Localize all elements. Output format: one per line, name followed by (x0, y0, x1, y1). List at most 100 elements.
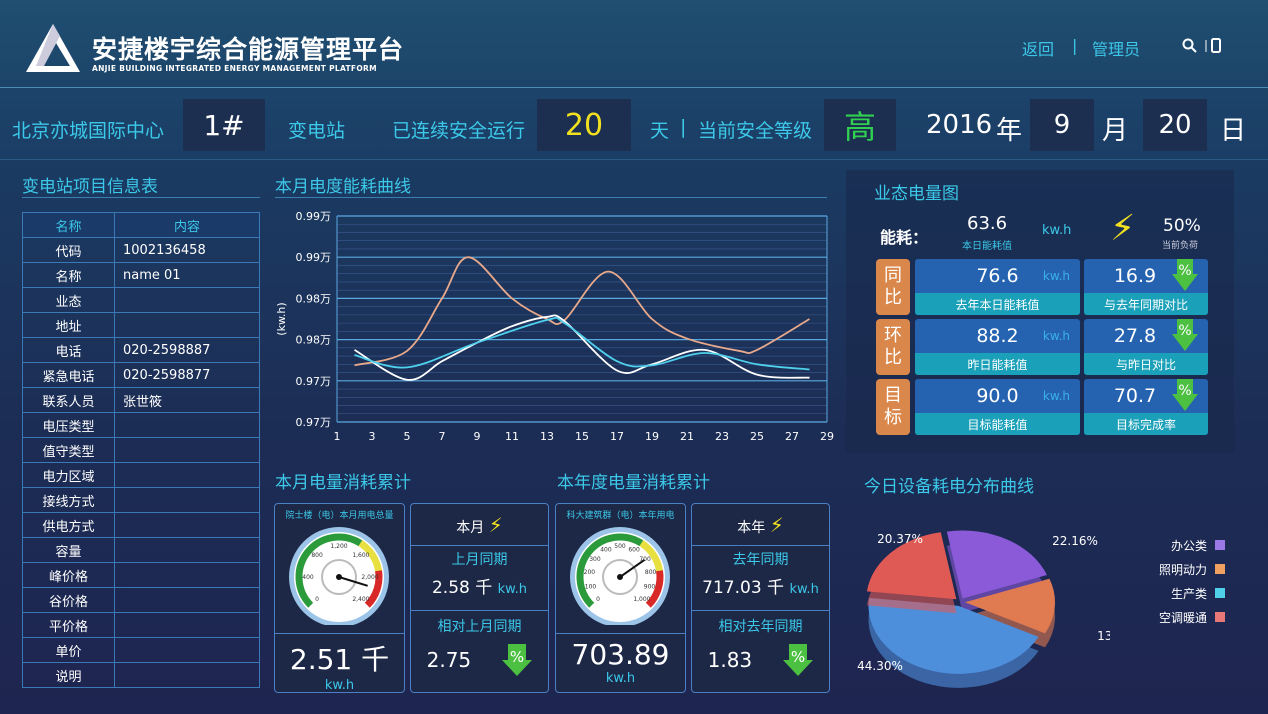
table-row: 谷价格 (22, 587, 260, 613)
field-name: 单价 (22, 637, 115, 663)
lightning-icon: ⚡ (1110, 208, 1136, 249)
x-tick-label: 21 (680, 430, 694, 443)
search-icon[interactable] (1182, 38, 1198, 54)
info-table-title: 变电站项目信息表 (22, 177, 158, 197)
app-title: 安捷楼宇综合能源管理平台 (92, 35, 405, 64)
legend-swatch (1215, 588, 1225, 598)
y-tick-label: 0.98万 (296, 292, 332, 305)
col-header: 内容 (114, 212, 260, 238)
gauge-tick-label: 600 (628, 546, 640, 553)
logo-icon (26, 24, 80, 72)
load-label: 当前负荷 (1162, 241, 1199, 251)
gauge-tick-label: 300 (589, 556, 601, 563)
field-value (114, 287, 260, 313)
status-value: 90.0 (976, 385, 1019, 407)
x-tick-label: 3 (369, 430, 376, 443)
safety-level-label: 当前安全等级 (698, 120, 813, 142)
gauge-tick-label: 1,000 (633, 596, 650, 603)
same-period-value: 717.03 千 (702, 578, 785, 598)
status-pct-label: 与去年同期对比 (1084, 293, 1208, 315)
x-tick-label: 13 (540, 430, 554, 443)
percent-down-icon: % (783, 644, 814, 676)
gauge-needle (619, 558, 646, 578)
field-name: 电压类型 (22, 412, 115, 438)
status-pct-cell: 16.9% 与去年同期对比 (1084, 259, 1208, 315)
header: 安捷楼宇综合能源管理平台 ANJIE BUILDING INTEGRATED E… (0, 0, 1268, 88)
gauge-title: 科大建筑群（电）本年用电 (566, 511, 675, 521)
pie-title: 今日设备耗电分布曲线 (864, 477, 1034, 497)
table-row: 电压类型 (22, 412, 260, 438)
x-tick-label: 9 (474, 430, 481, 443)
admin-link[interactable]: 管理员 (1092, 40, 1141, 59)
info-table: 名称 内容 代码 1002136458 名称 name 01 业态 地址 电话 020-2598… (22, 212, 260, 688)
y-tick-label: 0.97万 (296, 375, 332, 388)
table-row: 容量 (22, 537, 260, 563)
table-row: 名称 name 01 (22, 262, 260, 288)
field-name: 容量 (22, 537, 115, 563)
svg-text:%: % (1178, 323, 1191, 339)
same-period-value: 2.58 千 (431, 578, 493, 598)
back-link[interactable]: 返回 (1022, 40, 1055, 59)
phone-icon[interactable] (1205, 38, 1225, 54)
status-pct-cell: 70.7% 目标完成率 (1084, 379, 1208, 435)
table-row: 平价格 (22, 612, 260, 638)
month-unit: 月 (1102, 116, 1129, 146)
status-tag: 环比 (876, 319, 910, 375)
field-value (114, 612, 260, 638)
field-name: 说明 (22, 662, 115, 688)
total-value: 2.51 千 (289, 643, 390, 676)
field-value (114, 412, 260, 438)
same-period-label: 上月同期 (451, 552, 508, 568)
y-tick-label: 0.98万 (296, 334, 332, 347)
field-name: 电话 (22, 337, 115, 363)
status-unit: kw.h (1042, 269, 1070, 283)
relative-label: 相对上月同期 (437, 619, 522, 635)
field-name: 紧急电话 (22, 362, 115, 388)
gauge-tick-label: 900 (644, 584, 656, 591)
bar-separator: | (680, 116, 687, 138)
gauge-tick-label: 200 (584, 569, 596, 576)
status-value-cell: 88.2 kw.h 昨日能耗值 (915, 319, 1080, 375)
total-unit: kw.h (605, 671, 636, 686)
field-value (114, 662, 260, 688)
table-row: 地址 (22, 312, 260, 338)
status-tag: 目标 (876, 379, 910, 435)
field-value (114, 537, 260, 563)
line-chart-title: 本月电度能耗曲线 (275, 177, 411, 197)
legend-swatch (1215, 540, 1225, 550)
table-row: 值守类型 (22, 437, 260, 463)
x-tick-label: 5 (404, 430, 411, 443)
field-value: 020-2598877 (114, 362, 260, 388)
monthly-title: 本月电量消耗累计 (275, 473, 411, 493)
table-row: 说明 (22, 662, 260, 688)
field-value (114, 512, 260, 538)
field-value (114, 437, 260, 463)
pie-slice-2 (868, 597, 1039, 688)
legend-swatch (1215, 564, 1225, 574)
safety-level: 高 (824, 99, 896, 151)
same-period-unit: kw.h (497, 582, 527, 597)
field-name: 值守类型 (22, 437, 115, 463)
x-tick-label: 25 (750, 430, 764, 443)
svg-text:%: % (1178, 263, 1191, 279)
table-row: 接线方式 (22, 487, 260, 513)
x-tick-label: 15 (575, 430, 589, 443)
x-tick-label: 17 (610, 430, 624, 443)
gauge-needle (338, 576, 368, 587)
field-name: 代码 (22, 237, 115, 263)
field-name: 峰价格 (22, 562, 115, 588)
pie-slice-label: 22.16% (1052, 534, 1098, 548)
field-value (114, 487, 260, 513)
pie-slice-label: 44.30% (857, 659, 903, 673)
today-unit: kw.h (1042, 223, 1072, 238)
pie-legend: 办公类 照明动力 生产类 空调暖通 (1120, 533, 1225, 629)
status-value-label: 昨日能耗值 (915, 353, 1080, 375)
field-value: 1002136458 (114, 237, 260, 263)
day-unit: 天 (650, 120, 670, 142)
energy-label: 能耗： (880, 228, 929, 247)
building-number: 1# (183, 99, 265, 151)
pie-slice-3 (866, 532, 957, 614)
y-tick-label: 0.99万 (296, 210, 332, 223)
table-row: 电力区域 (22, 462, 260, 488)
status-value-label: 去年本日能耗值 (915, 293, 1080, 315)
